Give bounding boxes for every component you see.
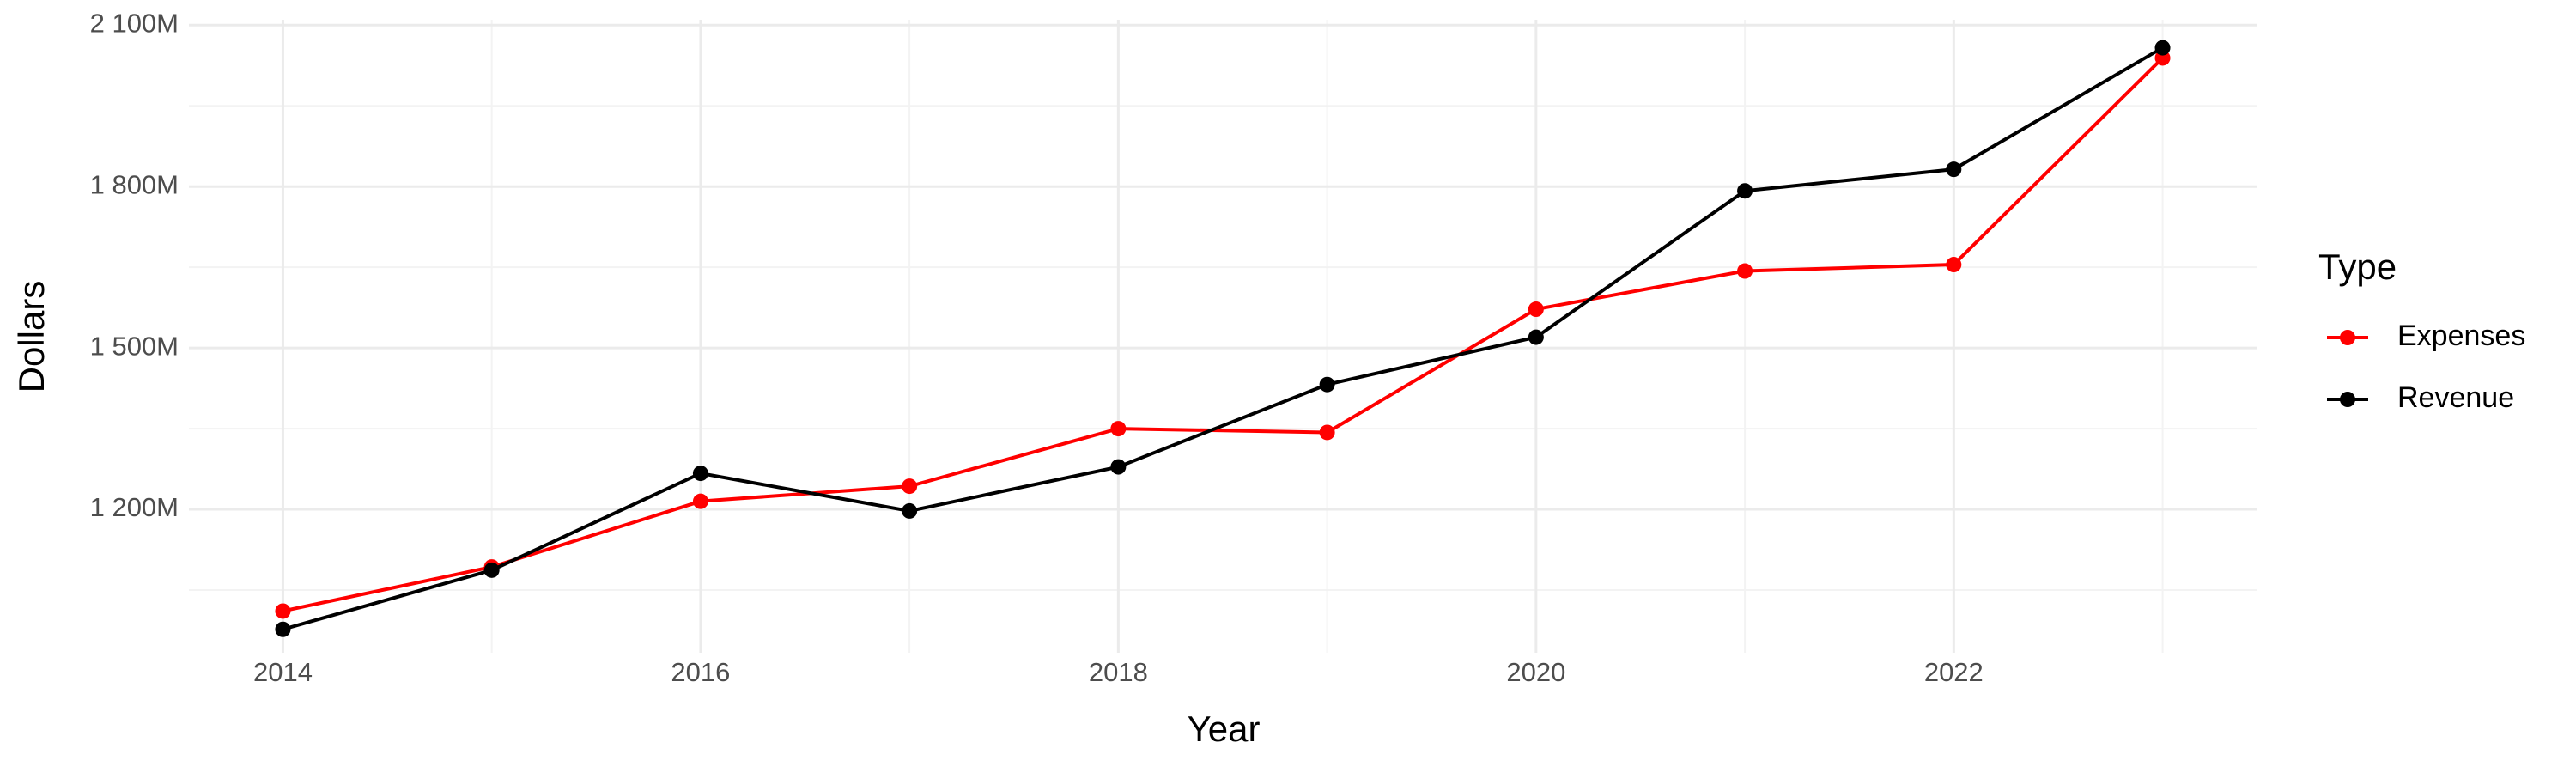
x-tick-label: 2014 xyxy=(253,657,313,687)
y-tick-label: 2 100M xyxy=(90,8,179,38)
data-point xyxy=(275,621,291,637)
x-tick-label: 2016 xyxy=(671,657,730,687)
y-tick-label: 1 800M xyxy=(90,169,179,199)
legend-swatch-point xyxy=(2340,392,2355,407)
data-point xyxy=(275,603,291,619)
data-point xyxy=(1110,459,1127,475)
data-point xyxy=(902,502,918,519)
y-tick-label: 1 200M xyxy=(90,492,179,522)
x-axis-title: Year xyxy=(1188,709,1261,749)
data-point xyxy=(1319,424,1335,441)
legend-title: Type xyxy=(2318,247,2397,287)
series-line xyxy=(283,57,2164,613)
data-point xyxy=(1319,376,1335,393)
legend-label: Revenue xyxy=(2397,381,2514,414)
data-point xyxy=(1528,329,1544,345)
x-tick-label: 2018 xyxy=(1089,657,1148,687)
data-point xyxy=(1737,263,1753,279)
y-tick-label: 1 500M xyxy=(90,331,179,361)
x-tick-label: 2022 xyxy=(1924,657,1984,687)
data-point xyxy=(902,478,918,495)
y-axis-title: Dollars xyxy=(11,281,52,393)
legend-label: Expenses xyxy=(2397,320,2525,352)
data-point xyxy=(1946,257,1962,273)
series-line xyxy=(282,46,2164,631)
data-point xyxy=(483,562,500,578)
data-point xyxy=(1528,301,1544,318)
data-point xyxy=(692,466,708,482)
data-point xyxy=(2154,40,2171,56)
data-point xyxy=(1737,183,1753,199)
data-point xyxy=(1946,161,1962,178)
data-point xyxy=(1110,421,1127,437)
data-point xyxy=(692,493,708,509)
x-tick-label: 2020 xyxy=(1506,657,1565,687)
legend-swatch-point xyxy=(2340,330,2355,345)
